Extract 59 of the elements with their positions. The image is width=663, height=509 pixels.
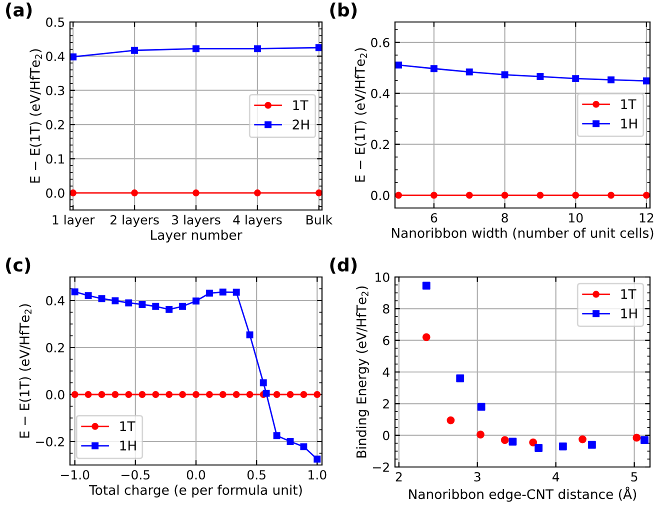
x-tick-label: 0.0 (186, 470, 206, 480)
legend-label: 1H (621, 118, 637, 128)
x-axis-title: Nanoribbon edge-CNT distance (Å) (409, 486, 636, 502)
x-tick-label: 1 layer (52, 214, 95, 227)
y-axis-title: E − E(1T) (eV/HfTe$_{2}$) (354, 48, 367, 182)
y-tick-label: 0.6 (371, 38, 390, 48)
legend-label: 1T (293, 100, 308, 110)
x-axis-title: Nanoribbon width (number of unit cells) (392, 228, 654, 240)
y-tick-label: 2 (383, 399, 389, 408)
legend-label: 2H (292, 120, 309, 130)
y-tick-label: 4 (382, 368, 390, 377)
y-tick-label: 0.2 (371, 140, 389, 150)
x-tick-label: 1.0 (308, 470, 326, 480)
chart-title: (d) (330, 258, 357, 274)
y-axis-title: E − E(1T) (eV/HfTe$_{2}$) (19, 304, 32, 438)
x-tick-label: 4 layers (233, 214, 282, 227)
y-tick-label: −0.2 (36, 436, 64, 446)
y-tick-label: 10 (376, 272, 390, 282)
x-tick-label: −1.0 (60, 470, 90, 480)
x-axis-title: Layer number (151, 230, 242, 243)
y-tick-label: 0.4 (371, 88, 390, 98)
y-tick-label: 0.0 (46, 188, 64, 198)
x-tick-label: 5 (631, 472, 638, 482)
x-tick-label: 0.5 (247, 470, 266, 480)
y-tick-label: 0.5 (46, 17, 64, 27)
legend-label: 1H (621, 308, 637, 318)
y-tick-label: 6 (383, 336, 390, 346)
x-tick-label: Bulk (306, 214, 332, 225)
chart-title: (b) (330, 2, 357, 19)
y-axis-title: E − E(1T) (eV/HfTe$_{2}$) (30, 49, 42, 183)
x-tick-label: 10 (569, 213, 583, 223)
y-tick-label: 0.2 (46, 120, 64, 130)
x-tick-label: 6 (430, 213, 438, 223)
x-tick-label: 2 (396, 472, 402, 482)
x-tick-label: 4 (552, 472, 560, 482)
legend-label: 1T (621, 289, 636, 299)
y-tick-label: 0.0 (371, 190, 390, 200)
y-tick-label: 8 (383, 304, 390, 314)
x-tick-label: −0.5 (122, 470, 150, 480)
y-tick-label: 0.2 (46, 342, 64, 352)
y-tick-label: −2 (373, 462, 389, 472)
y-axis-title: Binding Energy (eV/HfTe$_{2}$) (356, 286, 369, 458)
y-tick-label: 0.4 (46, 296, 64, 306)
x-tick-label: 2 layers (110, 214, 159, 227)
y-tick-label: 0.3 (46, 86, 64, 96)
x-tick-label: 3 layers (172, 214, 220, 227)
legend-label: 1T (120, 421, 136, 432)
x-tick-label: 8 (502, 213, 508, 223)
y-tick-label: 0.1 (46, 154, 64, 164)
legend-label: 1T (621, 99, 636, 109)
x-tick-label: 12 (640, 213, 654, 222)
y-tick-label: 0.0 (46, 390, 64, 400)
y-tick-label: 0 (383, 430, 390, 440)
chart-title: (c) (6, 258, 30, 274)
x-tick-label: 3 (474, 472, 480, 482)
chart-title: (a) (6, 2, 32, 19)
y-tick-label: 0.4 (46, 52, 64, 62)
x-axis-title: Total charge (e per formula unit) (88, 484, 302, 498)
legend-label: 1H (120, 440, 136, 450)
